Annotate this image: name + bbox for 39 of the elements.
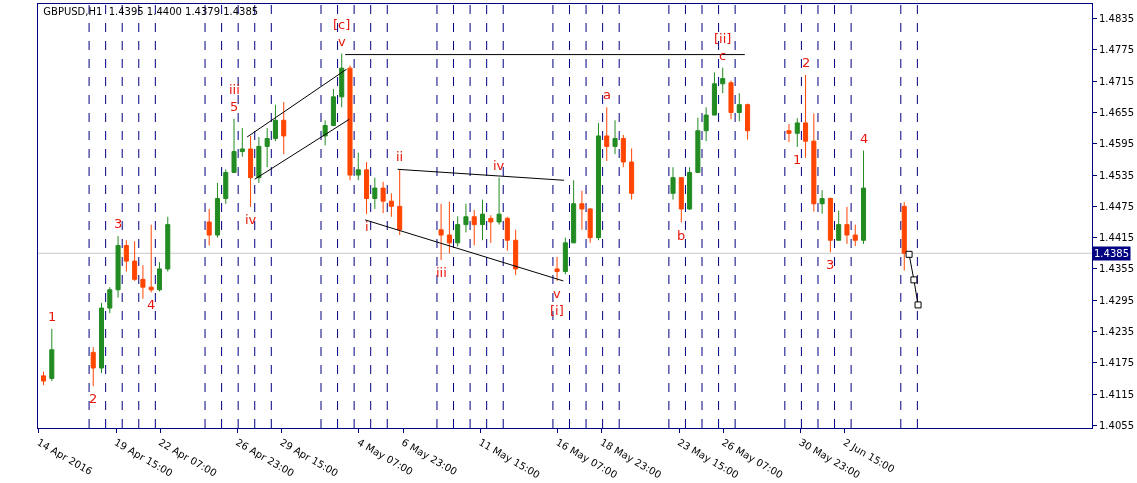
y-tick-label: 1.4595 — [1099, 138, 1134, 150]
y-tick-label: 1.4535 — [1099, 169, 1134, 181]
y-tick-label: 1.4235 — [1099, 326, 1134, 338]
annotation: iii — [229, 82, 240, 97]
annotation: i — [365, 219, 369, 234]
ref-line-label: 1.4385 — [1094, 248, 1129, 259]
annotation: v — [338, 34, 346, 49]
annotation: 1 — [793, 152, 802, 167]
y-tick-label: 1.4175 — [1099, 357, 1134, 369]
y-tick-label: 1.4115 — [1099, 388, 1134, 400]
annotation: iii — [436, 265, 447, 280]
annotation: v — [553, 286, 561, 301]
x-tick-label: 14 Apr 2016 — [35, 436, 95, 477]
annotation: [i] — [550, 303, 564, 318]
annotation: [c] — [333, 17, 351, 32]
annotation: b — [677, 228, 686, 243]
y-tick-label: 1.4415 — [1099, 232, 1134, 244]
annotation: 2 — [802, 55, 811, 70]
chart-title: GBPUSD,H1 1.4395 1.4400 1.4379 1.4385 — [43, 6, 259, 18]
annotation: 1 — [48, 309, 57, 324]
annotation: iv — [493, 158, 505, 173]
y-tick-label: 1.4355 — [1099, 263, 1134, 275]
y-tick-label: 1.4295 — [1099, 294, 1134, 306]
y-tick-label: 1.4475 — [1099, 200, 1134, 212]
annotation: a — [603, 87, 611, 102]
y-tick-label: 1.4775 — [1099, 44, 1134, 56]
annotation: 4 — [860, 131, 869, 146]
annotation: 2 — [89, 391, 98, 406]
annotation: 5 — [230, 99, 239, 114]
y-tick-label: 1.4055 — [1099, 419, 1134, 431]
annotation: 4 — [147, 297, 156, 312]
annotation: ii — [396, 149, 404, 164]
annotation: 3 — [826, 257, 835, 272]
y-tick-label: 1.4655 — [1099, 106, 1134, 118]
y-tick-label: 1.4715 — [1099, 75, 1134, 87]
annotation: [ii] — [714, 31, 732, 46]
y-tick-label: 1.4835 — [1099, 13, 1134, 25]
annotation: 3 — [114, 216, 123, 231]
annotation: iv — [245, 212, 257, 227]
